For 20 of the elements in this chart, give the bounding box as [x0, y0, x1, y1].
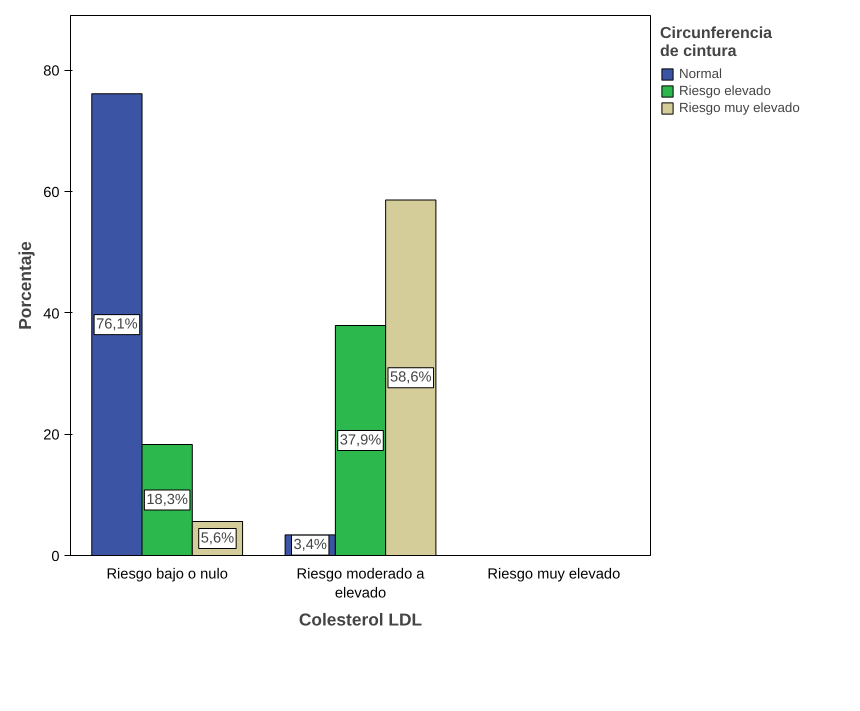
data-label: 3,4%: [294, 537, 327, 554]
data-label: 37,9%: [340, 432, 382, 449]
y-tick-label: 20: [43, 428, 60, 444]
y-tick-label: 40: [43, 306, 60, 322]
y-tick-label: 80: [43, 64, 60, 80]
legend-label: Riesgo muy elevado: [679, 100, 800, 115]
data-label: 76,1%: [96, 316, 138, 333]
data-label: 5,6%: [200, 530, 234, 547]
legend-label: Normal: [679, 66, 722, 81]
data-label: 58,6%: [390, 370, 432, 386]
legend-title: Circunferencia de cintura: [660, 25, 774, 61]
legend-label: Riesgo elevado: [679, 83, 771, 98]
data-label: 18,3%: [146, 492, 188, 508]
x-tick-label: Riesgo bajo o nulo: [106, 566, 228, 582]
y-tick-label: 0: [51, 549, 60, 565]
x-axis-title: Colesterol LDL: [298, 610, 423, 630]
y-tick-label: 60: [43, 184, 60, 201]
y-axis-title: Porcentaje: [15, 240, 36, 330]
x-tick-label: Riesgo muy elevado: [487, 566, 620, 582]
x-tick-label: Riesgo moderado a elevado: [296, 566, 426, 602]
